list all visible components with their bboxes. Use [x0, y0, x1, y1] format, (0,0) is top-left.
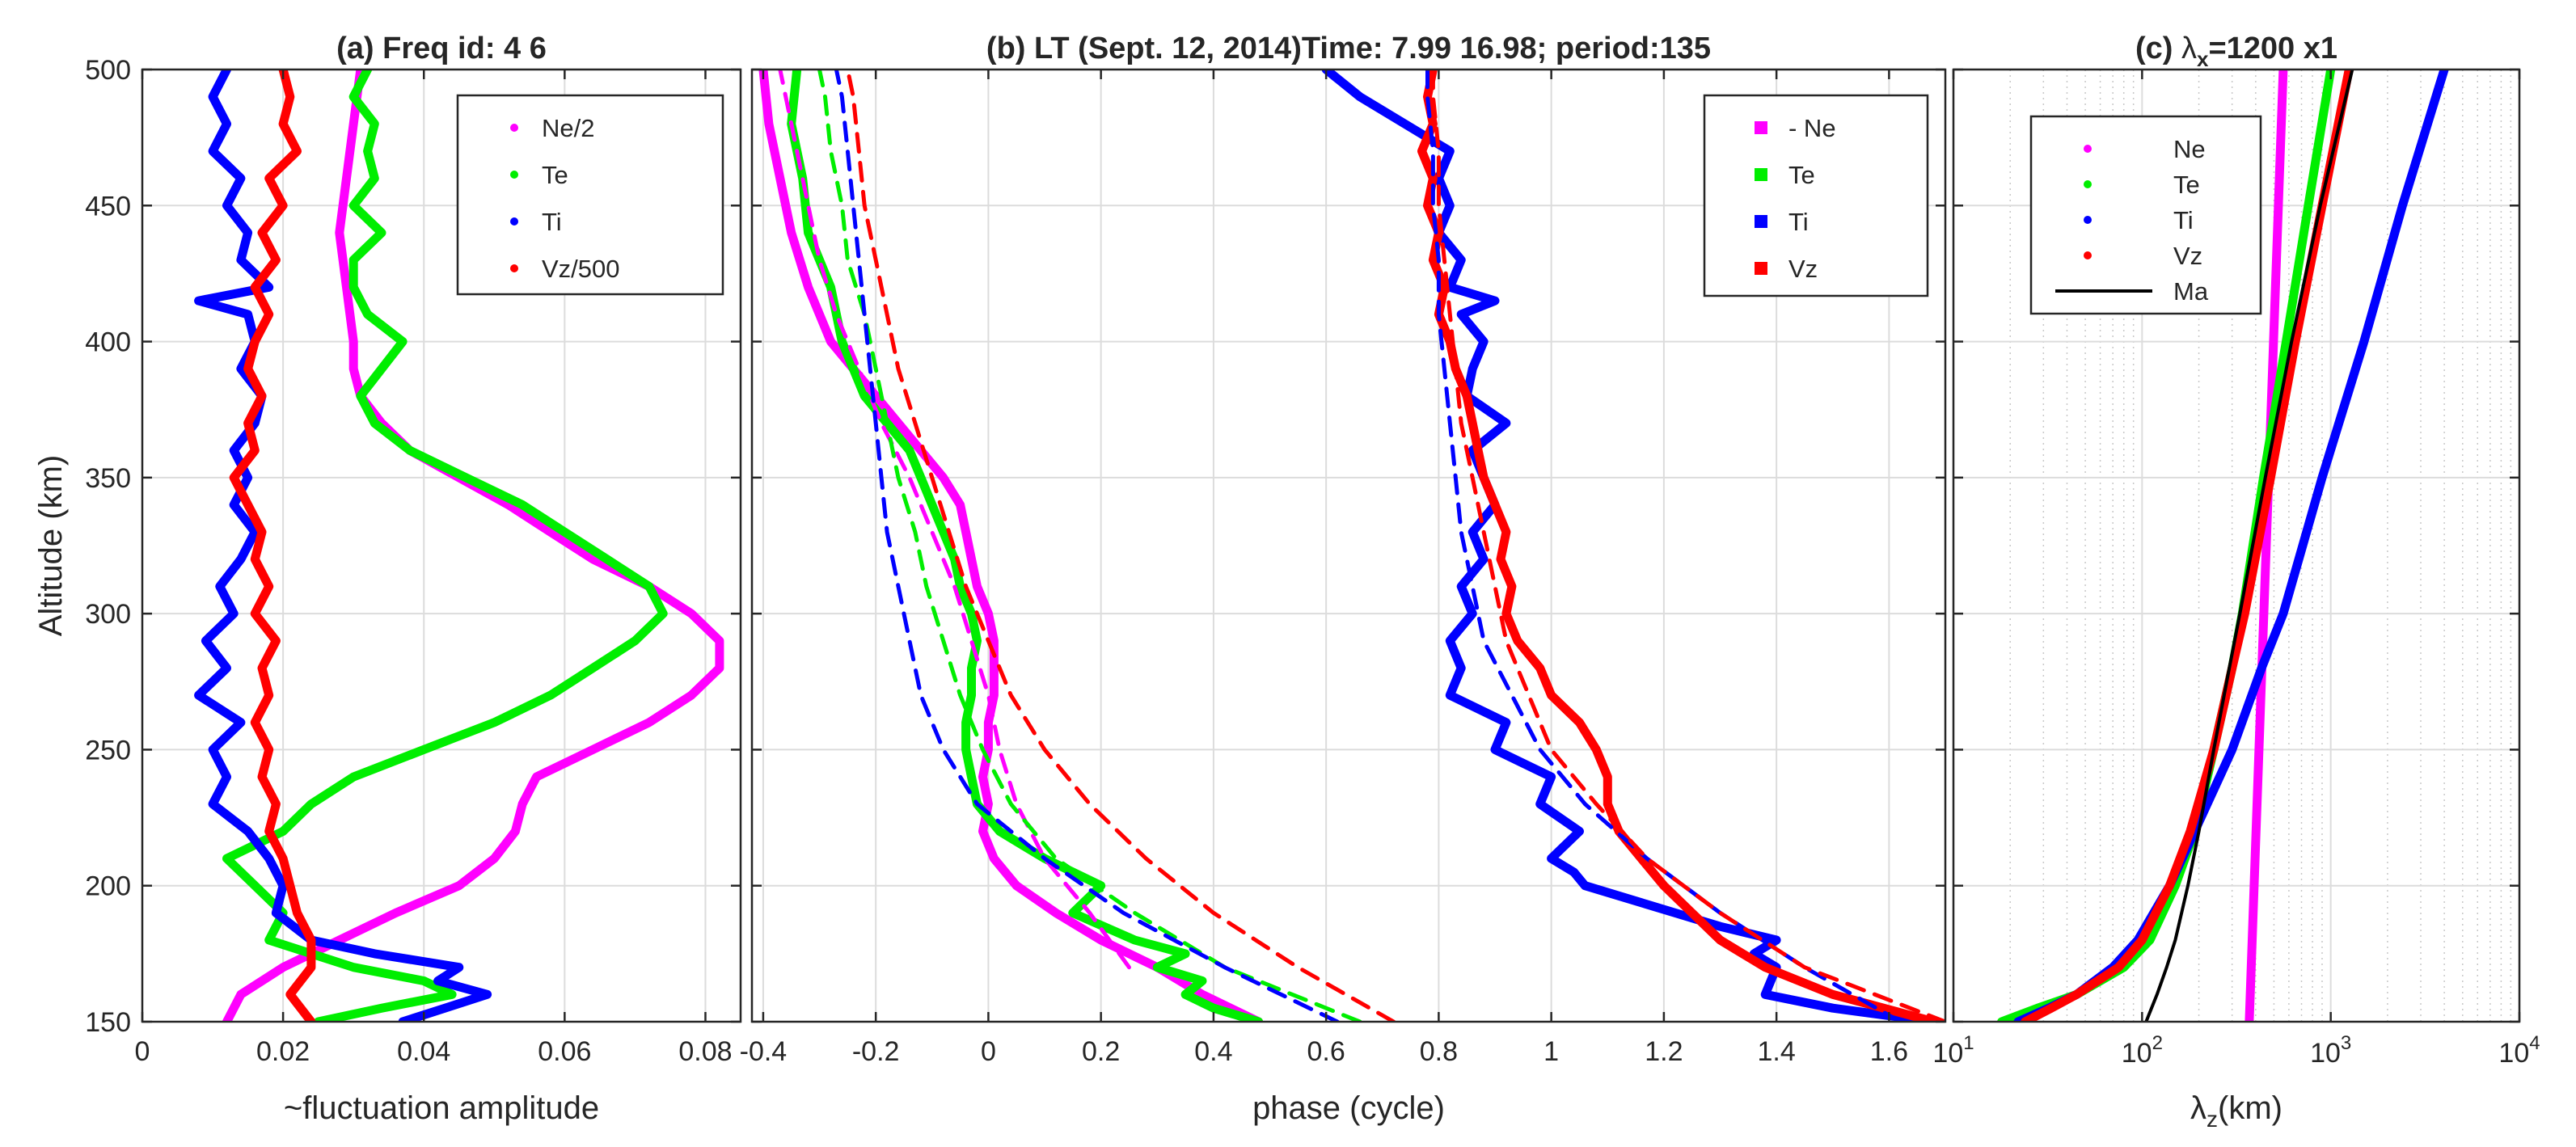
legend-label: Te [542, 161, 568, 189]
ytick-label: 150 [85, 1007, 131, 1038]
series-ne-line [2244, 70, 2288, 1022]
legend-label: Vz [2173, 242, 2202, 270]
panel-c: 101 102 103 104 (c) λx=1200 x1 λz(km) Ne Te T… [1932, 32, 2540, 1132]
legend-marker [2084, 145, 2092, 153]
legend-label: - Ne [1788, 114, 1836, 142]
ytick-label: 200 [85, 871, 131, 902]
xtick-label: 104 [2498, 1032, 2540, 1069]
panel-a-legend: Ne/2 Te Ti Vz/500 [456, 94, 724, 296]
panel-b-legend: - Ne Te Ti Vz [1703, 94, 1929, 297]
panel-b-xlabel: phase (cycle) [1252, 1090, 1445, 1126]
legend-marker [510, 171, 518, 179]
xtick-label: 103 [2310, 1032, 2351, 1069]
series-ti-line [1321, 70, 1939, 1022]
xtick-label: 0.4 [1194, 1036, 1232, 1067]
series-ti-fit-dashed [834, 70, 1340, 1022]
xtick-label: 0.08 [678, 1036, 732, 1067]
xtick-label: 0.06 [538, 1036, 591, 1067]
xtick-label: 1.6 [1870, 1036, 1908, 1067]
series-ti-fit-2-dashed [1425, 70, 1902, 1022]
panel-b-title: (b) LT (Sept. 12, 2014)Time: 7.99 16.98;… [986, 32, 1711, 65]
legend-label: Ne [2173, 135, 2206, 163]
series-ti-line [194, 70, 492, 1022]
series-vz-fit-2-dashed [1430, 70, 1945, 1022]
xtick-label: 0.2 [1082, 1036, 1120, 1067]
panel-b: -0.4 -0.2 0 0.2 0.4 0.6 0.8 1 1.2 1.4 1.6 (b) LT (… [740, 32, 1947, 1126]
legend-marker [2084, 180, 2092, 188]
legend-marker [1755, 168, 1767, 181]
legend-label: Te [2173, 171, 2200, 199]
legend-box [2029, 115, 2262, 315]
legend-box [1703, 94, 1929, 297]
legend-marker [1755, 215, 1767, 228]
ytick-label: 400 [85, 327, 131, 358]
legend-label: Ne/2 [542, 114, 594, 142]
legend-marker [2084, 251, 2092, 259]
xtick-label: 102 [2122, 1032, 2163, 1069]
legend-marker [510, 124, 518, 132]
legend-label: Ti [542, 208, 562, 236]
legend-label: Ti [2173, 206, 2194, 234]
legend-marker [1755, 262, 1767, 275]
series-vz-line [2021, 70, 2354, 1022]
panel-c-title: (c) λx=1200 x1 [2135, 32, 2337, 71]
series-ne-2-line [222, 70, 724, 1022]
ytick-label: 350 [85, 463, 131, 494]
xtick-label: 0.8 [1420, 1036, 1458, 1067]
xtick-label: 0.02 [256, 1036, 310, 1067]
panel-c-xlabel: λz(km) [2190, 1090, 2283, 1132]
xtick-label: 101 [1932, 1032, 1974, 1069]
xtick-label: 0.04 [397, 1036, 450, 1067]
legend-box [456, 94, 724, 296]
legend-label: Te [1788, 161, 1815, 189]
panel-a-xlabel: ~fluctuation amplitude [284, 1090, 599, 1126]
xtick-label: 1.2 [1645, 1036, 1683, 1067]
xtick-label: -0.4 [740, 1036, 788, 1067]
xtick-label: 1.4 [1757, 1036, 1795, 1067]
legend-label: Ma [2173, 277, 2209, 306]
series-te-fit-dashed [817, 70, 1362, 1022]
xtick-label: 0 [981, 1036, 996, 1067]
ytick-label: 450 [85, 191, 131, 221]
legend-marker [2084, 216, 2092, 224]
xtick-label: 1 [1543, 1036, 1559, 1067]
xtick-label: 0.6 [1307, 1036, 1345, 1067]
legend-marker [1755, 121, 1767, 134]
xtick-label: -0.2 [852, 1036, 900, 1067]
ytick-label: 300 [85, 599, 131, 630]
series-vz-fit-dashed [845, 70, 1396, 1022]
panel-c-legend: Ne Te Ti Vz Ma [2029, 115, 2262, 315]
series-ne-fit-dashed [778, 70, 1131, 970]
legend-label: Vz/500 [542, 255, 620, 283]
series-ma-line [2144, 70, 2354, 1022]
legend-label: Vz [1788, 255, 1818, 283]
panel-a-ylabel: Altitude (km) [33, 455, 69, 637]
series-vz-500-line [229, 70, 316, 1022]
series-ne-line [758, 70, 1264, 1022]
legend-marker [510, 217, 518, 226]
ytick-label: 500 [85, 55, 131, 86]
legend-label: Ti [1788, 208, 1809, 236]
legend-marker [510, 264, 518, 272]
ytick-label: 250 [85, 735, 131, 765]
panel-a: 0 0.02 0.04 0.06 0.08 150 200 250 300 350 400 450 50… [33, 32, 742, 1126]
panel-a-title: (a) Freq id: 4 6 [336, 32, 547, 65]
xtick-label: 0 [135, 1036, 150, 1067]
